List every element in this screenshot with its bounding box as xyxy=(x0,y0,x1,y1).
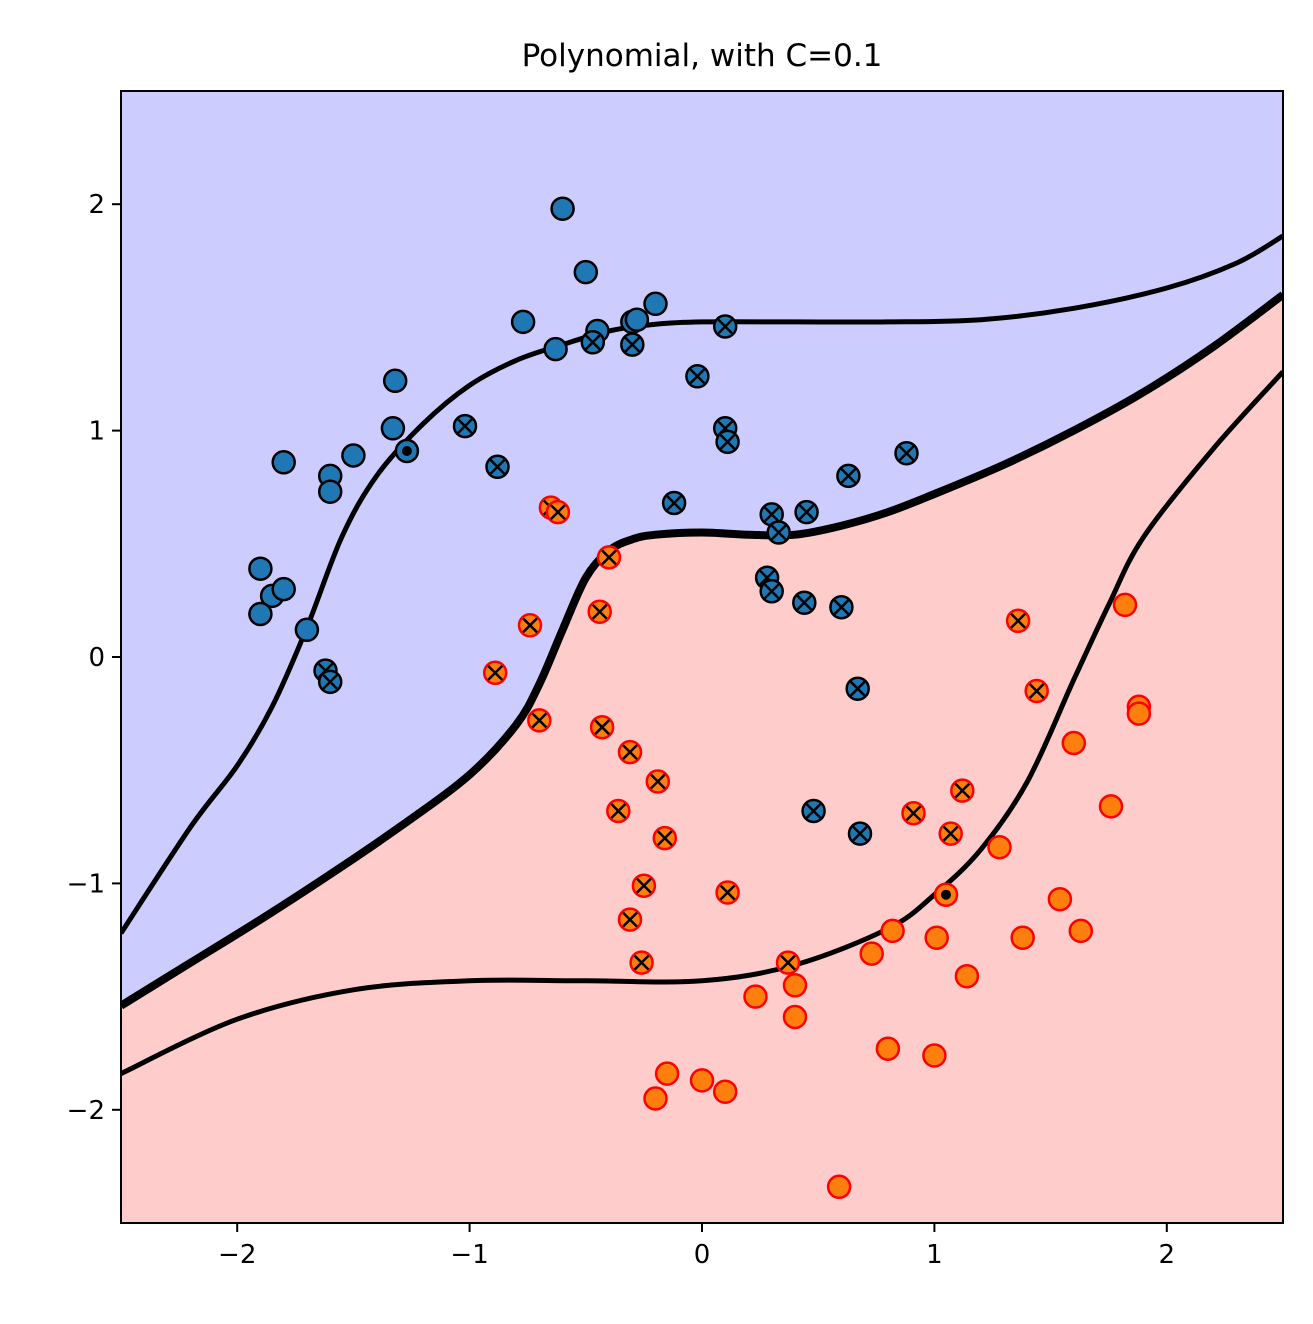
orange-data-point xyxy=(875,1036,901,1061)
blue-data-point xyxy=(685,364,710,389)
orange-data-point xyxy=(1112,592,1138,618)
orange-data-point xyxy=(545,499,571,525)
blue-data-point xyxy=(620,332,645,357)
orange-data-point xyxy=(924,925,949,950)
blue-data-point xyxy=(847,821,873,846)
blue-data-point xyxy=(759,579,784,604)
orange-data-point xyxy=(629,950,654,975)
blue-data-point xyxy=(485,454,510,480)
orange-data-point xyxy=(987,834,1012,860)
orange-data-point xyxy=(901,800,926,826)
orange-data-point xyxy=(689,1068,715,1093)
orange-data-point xyxy=(950,778,975,803)
orange-data-point xyxy=(938,821,963,846)
orange-data-point xyxy=(743,984,768,1009)
orange-data-point xyxy=(527,708,552,733)
blue-data-point xyxy=(382,368,408,394)
x-tick-label: −1 xyxy=(450,1240,488,1270)
blue-data-point xyxy=(766,520,791,545)
blue-data-point xyxy=(759,502,784,527)
decision-boundary-line xyxy=(121,291,1283,1010)
orange-data-point xyxy=(654,1061,680,1086)
orange-data-point xyxy=(782,1004,808,1030)
x-tick-label: 1 xyxy=(926,1240,943,1270)
orange-data-point xyxy=(517,613,543,638)
orange-data-point xyxy=(631,873,657,898)
y-tick-label: −1 xyxy=(67,869,105,899)
orange-data-point xyxy=(715,880,740,905)
blue-data-point xyxy=(845,676,870,701)
blue-data-point xyxy=(712,314,738,339)
orange-data-point xyxy=(1061,730,1087,756)
orange-data-point xyxy=(1005,608,1031,634)
orange-data-point xyxy=(782,973,808,998)
orange-data-point xyxy=(775,950,801,975)
blue-data-point xyxy=(248,556,273,581)
blue-data-point xyxy=(801,798,826,824)
orange-data-point xyxy=(1068,918,1094,944)
blue-data-point xyxy=(543,336,568,362)
blue-data-point xyxy=(317,669,343,695)
orange-data-point xyxy=(652,825,678,851)
orange-data-point xyxy=(922,1043,947,1068)
blue-data-point xyxy=(550,196,575,221)
blue-data-point xyxy=(643,291,668,317)
orange-data-point xyxy=(954,963,980,989)
blue-data-point xyxy=(271,450,296,475)
orange-data-point xyxy=(617,907,643,932)
blue-data-point xyxy=(452,413,478,439)
blue-data-point xyxy=(624,307,650,332)
blue-data-point xyxy=(661,490,687,516)
orange-data-point xyxy=(482,660,508,686)
blue-data-point xyxy=(341,443,366,468)
chart-title: Polynomial, with C=0.1 xyxy=(522,38,883,74)
orange-data-point xyxy=(859,941,884,966)
orange-data-point xyxy=(1126,701,1152,726)
highlighted-point xyxy=(401,446,412,456)
orange-data-point xyxy=(712,1079,738,1104)
orange-data-point xyxy=(645,769,671,794)
blue-data-point xyxy=(792,590,817,615)
blue-data-point xyxy=(248,601,273,627)
blue-data-point xyxy=(573,259,599,285)
blue-data-point xyxy=(580,330,606,355)
data-points xyxy=(248,196,1152,1200)
blue-data-point xyxy=(510,309,536,335)
orange-data-point xyxy=(643,1086,668,1111)
blue-data-point xyxy=(894,440,919,466)
orange-data-point xyxy=(587,599,612,624)
axes: −2 −1 0 1 2 −2 −1 0 1 2 xyxy=(67,190,1175,1270)
x-tick-label: −2 xyxy=(218,1240,256,1270)
blue-data-point xyxy=(829,594,854,620)
orange-data-point xyxy=(617,739,643,765)
x-tick-label: 2 xyxy=(1159,1240,1176,1270)
blue-data-point xyxy=(836,463,861,489)
y-tick-label: 2 xyxy=(88,190,105,220)
plot-area xyxy=(121,91,1283,1223)
orange-data-point xyxy=(880,918,905,944)
y-tick-label: 1 xyxy=(88,417,105,447)
orange-data-point xyxy=(1024,678,1049,704)
blue-data-point xyxy=(317,479,343,504)
blue-data-point xyxy=(715,429,740,455)
orange-data-point xyxy=(1010,925,1035,950)
orange-data-point xyxy=(606,798,631,824)
blue-data-point xyxy=(294,617,320,643)
orange-data-point xyxy=(596,545,622,570)
blue-data-point xyxy=(271,576,296,602)
orange-data-point xyxy=(589,714,615,740)
orange-data-point xyxy=(826,1174,852,1200)
x-tick-label: 0 xyxy=(694,1240,711,1270)
blue-data-point xyxy=(794,499,819,525)
y-tick-label: 0 xyxy=(88,643,105,673)
y-tick-label: −2 xyxy=(67,1096,105,1126)
lower-class-region xyxy=(121,294,1283,1223)
orange-data-point xyxy=(1047,886,1073,912)
orange-data-point xyxy=(1098,794,1124,819)
highlighted-point xyxy=(941,889,951,900)
blue-data-point xyxy=(380,416,406,441)
